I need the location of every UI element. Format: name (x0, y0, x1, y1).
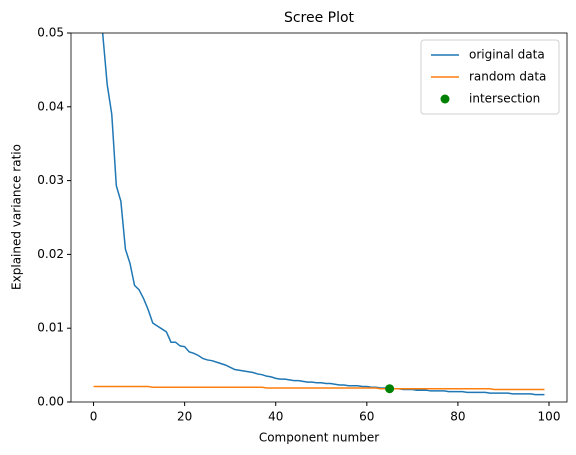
y-tick-label: 0.01 (37, 321, 64, 335)
plot-content (93, 33, 545, 396)
x-tick-label: 100 (538, 410, 561, 424)
legend-marker (440, 94, 450, 104)
y-axis-label: Explained variance ratio (10, 144, 24, 290)
legend-label: random data (469, 70, 546, 84)
y-tick-label: 0.04 (37, 99, 64, 113)
y-tick-label: 0.05 (37, 26, 64, 40)
x-tick-label: 40 (268, 410, 283, 424)
x-tick-label: 80 (450, 410, 465, 424)
chart-title: Scree Plot (284, 10, 355, 26)
x-tick-label: 60 (359, 410, 374, 424)
axes-frame (70, 32, 568, 403)
legend-label: intersection (469, 92, 540, 106)
scatter-point (385, 384, 395, 394)
x-tick-label: 0 (90, 410, 98, 424)
legend-box (420, 39, 560, 115)
series-line (93, 385, 545, 391)
y-tick-label: 0.02 (37, 247, 64, 261)
series-line (101, 33, 545, 396)
x-tick-label: 20 (177, 410, 192, 424)
legend-label: original data (469, 48, 545, 62)
y-tick-label: 0.00 (37, 395, 64, 409)
y-tick-label: 0.03 (37, 173, 64, 187)
x-axis-label: Component number (259, 431, 379, 445)
